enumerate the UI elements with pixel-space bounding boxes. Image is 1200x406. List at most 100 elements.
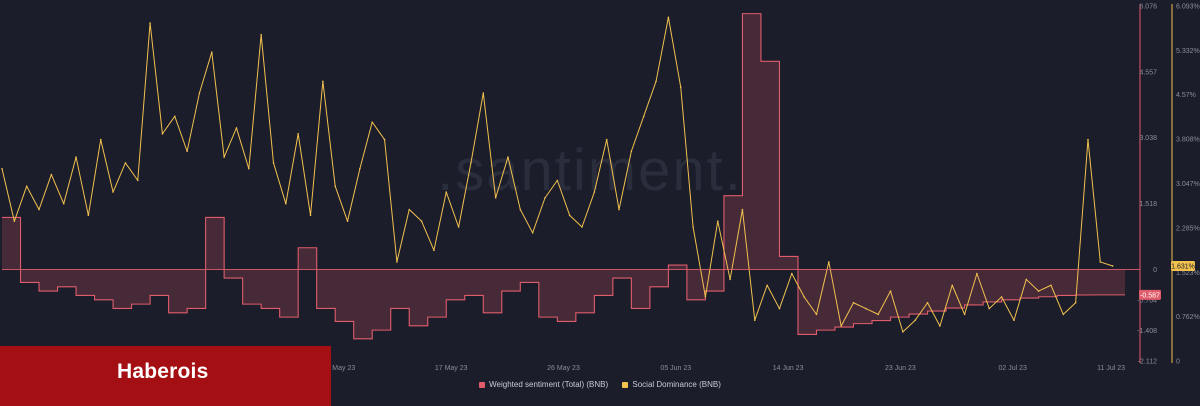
- dominance-point: [877, 313, 879, 316]
- sentiment-axis: 6.076 4.557 3.038 1.518 0 -1.408 -2.112: [1137, 4, 1157, 366]
- dominance-point: [433, 249, 435, 252]
- dominance-point: [655, 80, 657, 83]
- dominance-point: [667, 16, 670, 19]
- dominance-point: [766, 284, 768, 287]
- brand-banner: Haberois: [0, 346, 331, 406]
- dominance-point: [568, 214, 571, 217]
- current-value-markers: -0.704-0.587 1.631%: [1137, 260, 1195, 304]
- date-tick-label: 02 Jul 23: [998, 365, 1027, 372]
- date-tick-label: 14 Jun 23: [773, 365, 804, 372]
- dominance-point: [494, 197, 497, 199]
- dominance-point: [605, 138, 608, 141]
- dominance-point: [963, 313, 966, 316]
- dominance-tick-label: 3.047%: [1176, 181, 1200, 188]
- dominance-point: [235, 127, 238, 129]
- dominance-point: [359, 167, 361, 170]
- dominance-point: [716, 220, 719, 222]
- dominance-tick-label: 1.523%: [1176, 270, 1200, 277]
- dominance-point: [13, 220, 16, 222]
- dominance-point: [729, 278, 731, 281]
- dominance-point: [889, 290, 892, 292]
- dominance-point: [112, 191, 114, 193]
- dominance-point: [124, 162, 127, 164]
- dominance-point: [62, 202, 65, 205]
- dominance-point: [815, 313, 818, 316]
- dominance-point: [976, 272, 978, 275]
- sentiment-current-badge: [1139, 289, 1161, 300]
- date-tick-label: 23 Jun 23: [885, 365, 916, 372]
- dominance-point: [457, 226, 460, 228]
- dominance-point: [1025, 278, 1028, 281]
- dominance-swatch: [622, 381, 629, 388]
- dominance-point: [136, 179, 139, 182]
- watermark: .santiment.: [437, 138, 743, 203]
- dominance-point: [544, 197, 546, 199]
- dominance-point: [556, 179, 559, 182]
- legend-label-sentiment: Weighted sentiment (Total) (BNB): [489, 380, 609, 389]
- dominance-axis: 6.093% 5.332% 4.57% 3.808% 3.047% 2.285% 1.523…: [1171, 4, 1200, 366]
- legend: Weighted sentiment (Total) (BNB) Social …: [0, 380, 1200, 390]
- dominance-point: [99, 138, 102, 141]
- dominance-point: [593, 191, 596, 193]
- legend-label-dominance: Social Dominance (BNB): [632, 380, 721, 389]
- dominance-point: [1, 167, 3, 170]
- dominance-point: [902, 331, 904, 333]
- sentiment-series: [2, 13, 1125, 340]
- sentiment-tick-label: 6.076: [1139, 4, 1157, 11]
- dominance-tick-label: 0: [1176, 359, 1180, 366]
- sentiment-tick-label: 3.038: [1139, 135, 1157, 142]
- sentiment-line: [2, 13, 1125, 340]
- brand-logo-text: Haberois: [117, 360, 209, 383]
- sentiment-swatch: [479, 381, 486, 388]
- dominance-point: [322, 80, 324, 83]
- dominance-point: [630, 150, 633, 153]
- dominance-point: [1099, 261, 1102, 263]
- sentiment-current-label: -0.587: [1140, 292, 1160, 299]
- dominance-point: [1013, 319, 1015, 322]
- dominance-point: [519, 208, 522, 211]
- legend-item-dominance[interactable]: Social Dominance (BNB): [622, 380, 721, 389]
- dominance-point: [704, 296, 707, 298]
- dominance-point: [1050, 284, 1052, 287]
- dominance-tick-label: 0.762%: [1176, 314, 1200, 321]
- dominance-tick-label: 4.57%: [1176, 92, 1196, 99]
- dominance-point: [692, 226, 694, 228]
- dominance-point: [334, 185, 336, 188]
- dominance-point: [482, 92, 485, 94]
- dominance-point: [223, 156, 225, 158]
- dominance-current-label: 1.631%: [1171, 263, 1195, 270]
- dominance-point: [161, 132, 164, 135]
- dominance-point: [1111, 265, 1114, 267]
- dominance-point: [618, 208, 620, 211]
- dominance-point: [1062, 313, 1065, 316]
- dominance-point: [371, 121, 374, 123]
- dominance-tick-label: 2.285%: [1176, 225, 1200, 232]
- legend-item-sentiment[interactable]: Weighted sentiment (Total) (BNB): [479, 380, 608, 389]
- dominance-current-badge: [1171, 260, 1195, 271]
- dominance-point: [791, 272, 793, 275]
- dominance-point: [272, 162, 275, 164]
- dominance-point: [865, 307, 867, 310]
- dominance-point: [149, 22, 151, 24]
- dominance-point: [260, 33, 262, 36]
- dominance-point: [840, 325, 842, 327]
- dominance-point: [210, 51, 213, 54]
- dominance-point: [408, 208, 411, 211]
- sentiment-tick-label: -1.408: [1137, 328, 1157, 335]
- dominance-point: [297, 132, 299, 135]
- dominance-point: [1000, 296, 1003, 298]
- dominance-point: [186, 150, 188, 153]
- dominance-point: [914, 319, 917, 322]
- dominance-point: [396, 261, 398, 263]
- dominance-point: [803, 296, 805, 298]
- dominance-point: [470, 162, 472, 164]
- date-tick-label: 11 Jul 23: [1097, 365, 1125, 372]
- dominance-point: [507, 156, 509, 158]
- date-tick-label: 17 May 23: [435, 365, 468, 372]
- dominance-point: [50, 173, 53, 176]
- dominance-point: [248, 167, 250, 170]
- dominance-point: [531, 232, 534, 234]
- dominance-point: [173, 115, 176, 118]
- social-dominance-series: [1, 16, 1114, 333]
